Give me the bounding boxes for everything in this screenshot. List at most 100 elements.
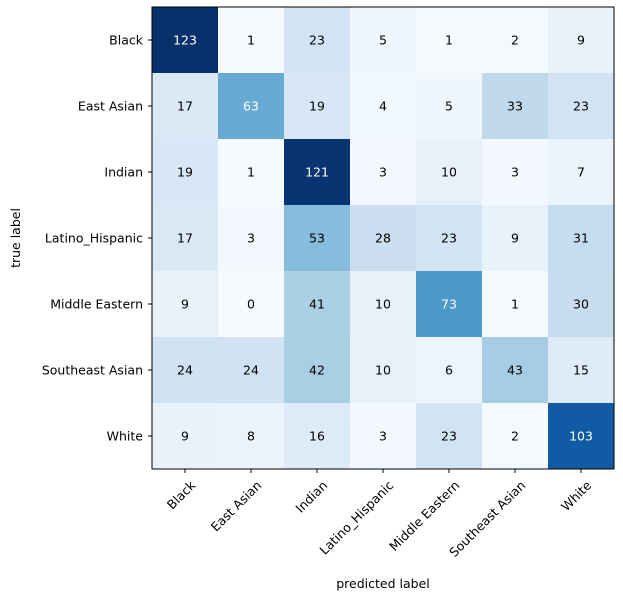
x-axis-label: predicted label [336, 576, 430, 591]
heatmap-cell [350, 205, 417, 272]
cell-value-label: 3 [379, 429, 387, 444]
cell-value-label: 123 [173, 33, 197, 48]
cell-value-label: 42 [309, 363, 325, 378]
cell-value-label: 1 [247, 33, 255, 48]
x-tick-label: Middle Eastern [386, 478, 462, 554]
cell-value-label: 5 [379, 33, 387, 48]
cell-value-label: 5 [445, 99, 453, 114]
cell-value-label: 23 [309, 33, 325, 48]
cell-value-label: 9 [181, 429, 189, 444]
cell-value-label: 103 [569, 429, 593, 444]
cell-value-label: 9 [577, 33, 585, 48]
cell-value-label: 24 [177, 363, 193, 378]
cell-value-label: 43 [507, 363, 523, 378]
heatmap-cell [482, 205, 549, 272]
heatmap-cell [152, 337, 219, 404]
cell-value-label: 41 [309, 297, 325, 312]
y-tick-label: East Asian [78, 99, 143, 114]
y-tick-label: Middle Eastern [50, 297, 143, 312]
cell-value-label: 1 [247, 165, 255, 180]
cell-value-label: 10 [441, 165, 457, 180]
cell-value-label: 10 [375, 363, 391, 378]
cell-value-label: 3 [511, 165, 519, 180]
cell-value-label: 3 [379, 165, 387, 180]
cell-value-label: 73 [441, 297, 457, 312]
cell-value-label: 19 [177, 165, 193, 180]
heatmap-cell [350, 271, 417, 338]
cell-value-label: 121 [305, 165, 329, 180]
cell-value-label: 9 [511, 231, 519, 246]
heatmap-cell [482, 139, 549, 206]
cell-value-label: 53 [309, 231, 325, 246]
heatmap-cell [152, 403, 219, 470]
cell-value-label: 2 [511, 429, 519, 444]
cell-value-label: 7 [577, 165, 585, 180]
heatmap-cell [152, 139, 219, 206]
x-tick-label: Indian [292, 478, 330, 516]
heatmap-cell [548, 73, 615, 140]
heatmap-cell [548, 139, 615, 206]
heatmap-cell [350, 403, 417, 470]
heatmap-cell [482, 7, 549, 74]
heatmap-cell [152, 73, 219, 140]
heatmap-cell [218, 139, 285, 206]
cell-value-label: 23 [573, 99, 589, 114]
heatmap-cell [284, 139, 351, 206]
heatmap-cell [218, 73, 285, 140]
y-axis-ticks: Black East Asian Indian Latino_Hispanic Midd… [42, 33, 152, 444]
cell-value-label: 23 [441, 231, 457, 246]
cell-value-label: 8 [247, 429, 255, 444]
heatmap-cell [548, 403, 615, 470]
heatmap-cell [482, 403, 549, 470]
cell-value-label: 28 [375, 231, 391, 246]
heatmap-cell [218, 205, 285, 272]
heatmap-cell [350, 73, 417, 140]
cell-value-label: 6 [445, 363, 453, 378]
cell-value-label: 1 [445, 33, 453, 48]
heatmap-cell [284, 73, 351, 140]
x-tick-label: Black [164, 477, 199, 512]
cell-value-label: 15 [573, 363, 589, 378]
heatmap-cell [482, 271, 549, 338]
cell-value-label: 16 [309, 429, 325, 444]
cell-value-label: 63 [243, 99, 259, 114]
cell-value-label: 24 [243, 363, 259, 378]
heatmap-cell [284, 337, 351, 404]
x-tick-label: White [558, 477, 595, 514]
cell-value-label: 33 [507, 99, 523, 114]
cell-value-label: 3 [247, 231, 255, 246]
heatmap-cell [416, 403, 483, 470]
x-tick-label: East Asian [208, 478, 265, 535]
cell-value-label: 17 [177, 99, 193, 114]
heatmap-cell [284, 271, 351, 338]
cell-value-label: 2 [511, 33, 519, 48]
heatmap-cell [548, 205, 615, 272]
cell-value-label: 23 [441, 429, 457, 444]
cell-value-label: 19 [309, 99, 325, 114]
heatmap-cell [416, 7, 483, 74]
heatmap-cell [218, 337, 285, 404]
heatmap-cell [284, 205, 351, 272]
heatmap-cell [416, 205, 483, 272]
y-tick-label: Black [109, 33, 144, 48]
heatmap-cell [350, 139, 417, 206]
heatmap-cell [482, 337, 549, 404]
heatmap-cell [482, 73, 549, 140]
heatmap-cell [152, 7, 219, 74]
cell-value-label: 30 [573, 297, 589, 312]
heatmap-cell [152, 205, 219, 272]
cell-value-label: 1 [511, 297, 519, 312]
heatmap-cell [284, 403, 351, 470]
cell-value-label: 0 [247, 297, 255, 312]
y-tick-label: Indian [104, 165, 143, 180]
heatmap-cell [416, 337, 483, 404]
cell-value-label: 9 [181, 297, 189, 312]
heatmap-cell [416, 271, 483, 338]
y-tick-label: White [107, 429, 144, 444]
y-tick-label: Southeast Asian [42, 363, 143, 378]
cell-value-label: 31 [573, 231, 589, 246]
heatmap-cell [416, 73, 483, 140]
heatmap-cell [218, 403, 285, 470]
